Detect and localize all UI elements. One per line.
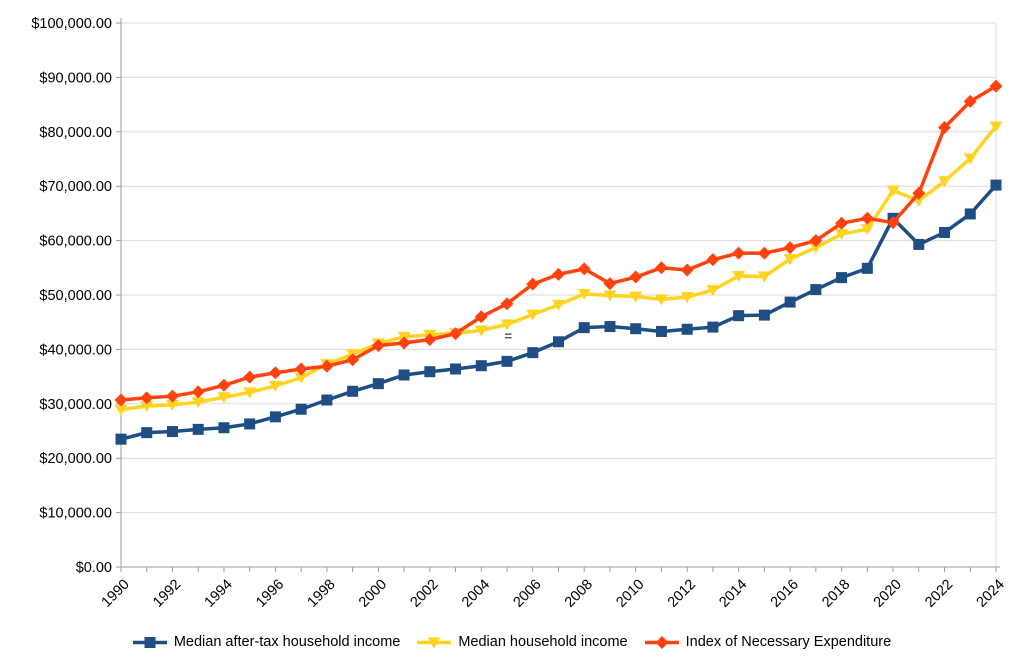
svg-text:1990: 1990 (99, 577, 133, 611)
legend-item-median-after-tax-household-income: Median after-tax household income (132, 634, 401, 650)
svg-text:2002: 2002 (408, 577, 442, 611)
chart-legend: Median after-tax household income Median… (0, 634, 1023, 650)
svg-text:$80,000.00: $80,000.00 (39, 125, 112, 141)
svg-text:=: = (505, 328, 513, 343)
legend-item-median-household-income: Median household income (416, 634, 628, 650)
legend-label: Median after-tax household income (173, 634, 401, 650)
svg-text:2004: 2004 (459, 577, 493, 611)
legend-label: Index of Necessary Expenditure (685, 634, 892, 650)
svg-text:2010: 2010 (613, 577, 647, 611)
svg-text:$50,000.00: $50,000.00 (39, 288, 112, 304)
svg-text:2014: 2014 (716, 577, 750, 611)
chart-canvas: $0.00 $10,000.00 $20,000.00 $30,000.00 $40,0… (31, 16, 1008, 611)
svg-text:2018: 2018 (819, 577, 853, 611)
svg-text:$0.00: $0.00 (76, 560, 112, 576)
svg-text:2022: 2022 (922, 577, 956, 611)
legend-item-index-of-necessary-expenditure: Index of Necessary Expenditure (644, 634, 892, 650)
svg-text:$40,000.00: $40,000.00 (39, 342, 112, 358)
legend-square-marker-icon (132, 636, 167, 648)
legend-triangle-marker-icon (417, 637, 452, 648)
svg-text:$20,000.00: $20,000.00 (39, 451, 112, 467)
svg-text:$30,000.00: $30,000.00 (39, 397, 112, 413)
svg-text:$100,000.00: $100,000.00 (31, 16, 112, 32)
svg-text:2024: 2024 (974, 577, 1008, 611)
svg-text:1992: 1992 (150, 577, 184, 611)
svg-text:$10,000.00: $10,000.00 (39, 506, 112, 522)
svg-text:2012: 2012 (665, 577, 699, 611)
legend-label: Median household income (458, 634, 628, 650)
svg-text:2000: 2000 (356, 577, 390, 611)
svg-text:$90,000.00: $90,000.00 (39, 70, 112, 86)
svg-text:2008: 2008 (562, 577, 596, 611)
svg-text:1998: 1998 (305, 577, 339, 611)
svg-text:2006: 2006 (510, 577, 544, 611)
legend-diamond-marker-icon (644, 635, 679, 649)
svg-text:$70,000.00: $70,000.00 (39, 179, 112, 195)
svg-text:1994: 1994 (202, 577, 236, 611)
svg-text:2020: 2020 (871, 577, 905, 611)
svg-text:1996: 1996 (253, 577, 287, 611)
svg-text:$60,000.00: $60,000.00 (39, 234, 112, 250)
svg-text:2016: 2016 (768, 577, 802, 611)
